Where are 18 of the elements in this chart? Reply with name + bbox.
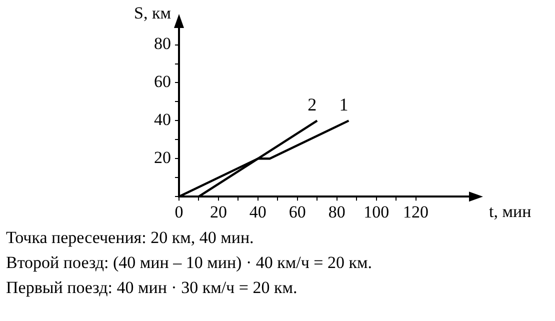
y-tick-label: 60 bbox=[154, 72, 171, 92]
y-tick-label: 40 bbox=[154, 110, 171, 130]
y-axis-title: S, км bbox=[134, 3, 172, 22]
x-axis-title: t, мин bbox=[489, 202, 532, 222]
x-tick-label: 20 bbox=[210, 202, 227, 222]
x-tick-label: 80 bbox=[328, 202, 346, 222]
series-label: 2 bbox=[308, 94, 317, 114]
y-tick-label: 20 bbox=[154, 148, 171, 168]
text: Первый поезд: 40 мин · 30 км/ч = 20 км. bbox=[6, 277, 298, 299]
x-tick-label: 60 bbox=[288, 202, 306, 222]
text: Точка пересечения: 20 км, 40 мин. bbox=[6, 227, 255, 249]
x-tick-label: 40 bbox=[249, 202, 266, 222]
x-tick-label: 120 bbox=[403, 202, 429, 222]
x-tick-label: 0 bbox=[174, 202, 184, 222]
y-tick-label: 80 bbox=[154, 34, 171, 54]
text: Второй поезд: (40 мин – 10 мин) · 40 км/ч = 20 км. bbox=[6, 252, 374, 274]
series-label: 1 bbox=[339, 94, 348, 114]
x-tick-label: 100 bbox=[364, 202, 390, 222]
